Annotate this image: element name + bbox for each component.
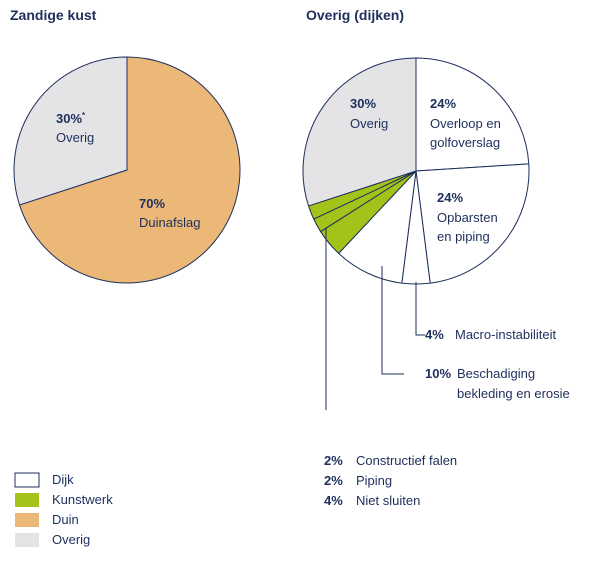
legend-swatch-dijk bbox=[14, 472, 40, 488]
pie-slice-overig bbox=[13, 56, 128, 206]
slice-label-opbarsten-line2: en piping bbox=[437, 229, 490, 244]
chart-title-zandige-kust: Zandige kust bbox=[10, 7, 97, 23]
pie-overig-dijken bbox=[302, 57, 530, 285]
slice-label-pct-overig-left: 30%* bbox=[56, 111, 86, 126]
callout-label-constructief: Constructief falen bbox=[356, 453, 457, 468]
slice-label-pct-overloop: 24% bbox=[430, 96, 456, 111]
callout-label-niet-sluiten: Niet sluiten bbox=[356, 493, 420, 508]
legend: Dijk Kunstwerk Duin Overig bbox=[14, 472, 113, 547]
pie-slice-opbarsten-en-piping bbox=[415, 163, 530, 284]
legend-swatch-duin bbox=[15, 513, 39, 527]
leader-macro bbox=[415, 282, 425, 336]
pie-slice-duinafslag bbox=[19, 56, 241, 284]
pie-zandige-kust bbox=[13, 56, 241, 284]
slice-label-pct-overig-right: 30% bbox=[350, 96, 376, 111]
legend-label-overig: Overig bbox=[52, 532, 90, 547]
callout-pct-constructief: 2% bbox=[324, 453, 343, 468]
footnote-marker: * bbox=[82, 111, 86, 120]
chart-title-overig-dijken: Overig (dijken) bbox=[306, 7, 404, 23]
legend-label-duin: Duin bbox=[52, 512, 79, 527]
slice-label-duinafslag: Duinafslag bbox=[139, 215, 200, 230]
leader-lines bbox=[325, 228, 425, 410]
callout-pct-beschadiging: 10% bbox=[425, 366, 451, 381]
pie-slice-overloop-en-golfoverslag bbox=[415, 57, 530, 172]
pie-slice-beschadiging-bekleding-en-erosie bbox=[338, 170, 417, 284]
slice-label-overig-left: Overig bbox=[56, 130, 94, 145]
callout-label-beschadiging-line2: bekleding en erosie bbox=[457, 386, 570, 401]
callout-label-beschadiging-line1: Beschadiging bbox=[457, 366, 535, 381]
slice-label-opbarsten-line1: Opbarsten bbox=[437, 210, 498, 225]
slice-label-overloop-line2: golfoverslag bbox=[430, 135, 500, 150]
pie-slice-overig bbox=[302, 57, 417, 207]
legend-swatch-kunstwerk bbox=[15, 493, 39, 507]
slice-label-overig-right: Overig bbox=[350, 116, 388, 131]
callout-label-macro: Macro-instabiliteit bbox=[455, 327, 557, 342]
callout-label-piping: Piping bbox=[356, 473, 392, 488]
legend-label-dijk: Dijk bbox=[52, 472, 74, 487]
legend-swatch-overig bbox=[15, 533, 39, 547]
callout-pct-macro: 4% bbox=[425, 327, 444, 342]
slice-label-pct-duinafslag: 70% bbox=[139, 196, 165, 211]
callout-pct-niet-sluiten: 4% bbox=[324, 493, 343, 508]
legend-label-kunstwerk: Kunstwerk bbox=[52, 492, 113, 507]
slice-label-pct-opbarsten: 24% bbox=[437, 190, 463, 205]
leader-beschadiging bbox=[381, 266, 404, 375]
callout-pct-piping: 2% bbox=[324, 473, 343, 488]
slice-label-overloop-line1: Overloop en bbox=[430, 116, 501, 131]
